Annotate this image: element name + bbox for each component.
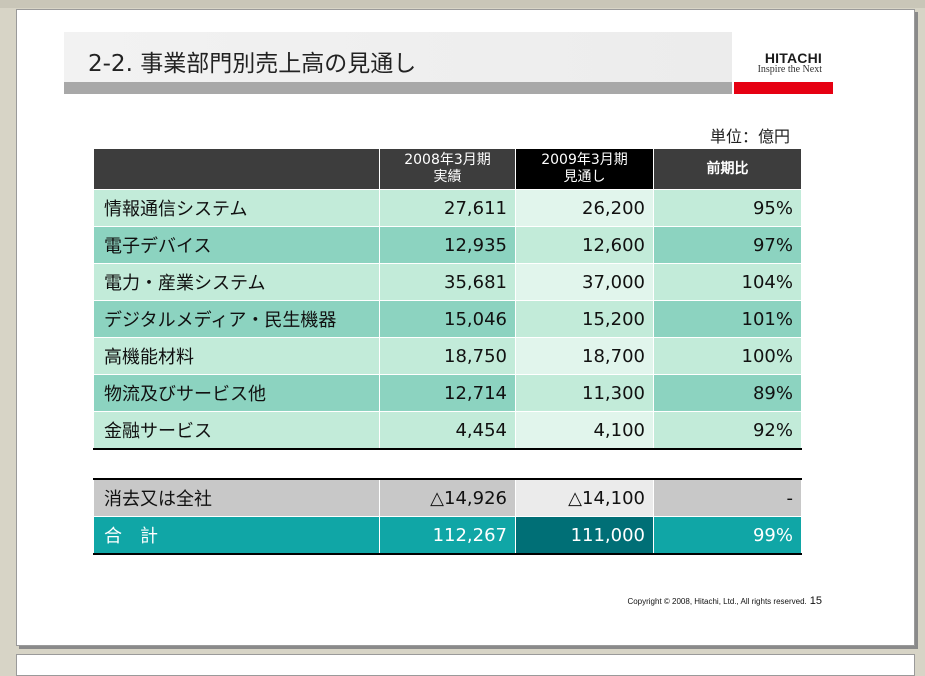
copyright-text: Copyright © 2008, Hitachi, Ltd., All rig… xyxy=(627,597,807,606)
logo-tagline: Inspire the Next xyxy=(757,64,822,75)
actual-value: 15,046 xyxy=(379,300,516,338)
table-row: 高機能材料 18,750 18,700 100% xyxy=(93,337,802,375)
forecast-value: 15,200 xyxy=(515,300,654,338)
forecast-value: 18,700 xyxy=(515,337,654,375)
page-number: 15 xyxy=(809,595,822,607)
elimination-actual: △14,926 xyxy=(379,478,516,517)
segment-name: 電子デバイス xyxy=(93,226,380,264)
segment-name: デジタルメディア・民生機器 xyxy=(93,300,380,338)
yoy-value: 95% xyxy=(653,189,802,227)
total-forecast: 111,000 xyxy=(515,516,654,555)
total-row: 合 計 112,267 111,000 99% xyxy=(93,516,802,555)
segment-name: 高機能材料 xyxy=(93,337,380,375)
header-forecast-label: 見通し xyxy=(563,169,606,185)
header-actual-label: 実績 xyxy=(433,169,462,185)
sales-table: 2008年3月期 実績 2009年3月期 見通し 前期比 情報通信システム 27… xyxy=(93,148,802,450)
forecast-value: 4,100 xyxy=(515,411,654,450)
header-actual: 2008年3月期 実績 xyxy=(379,148,516,190)
total-name: 合 計 xyxy=(93,516,380,555)
table-header-row: 2008年3月期 実績 2009年3月期 見通し 前期比 xyxy=(93,148,802,190)
segment-name: 物流及びサービス他 xyxy=(93,374,380,412)
header-actual-period: 2008年3月期 xyxy=(404,152,491,168)
elimination-yoy: - xyxy=(653,478,802,517)
header-empty-cell xyxy=(93,148,380,190)
yoy-value: 89% xyxy=(653,374,802,412)
hitachi-logo: HITACHI xyxy=(764,50,822,66)
copyright-footer: Copyright © 2008, Hitachi, Ltd., All rig… xyxy=(560,595,822,607)
yoy-value: 104% xyxy=(653,263,802,301)
yoy-value: 101% xyxy=(653,300,802,338)
actual-value: 18,750 xyxy=(379,337,516,375)
elimination-forecast: △14,100 xyxy=(515,478,654,517)
header-forecast: 2009年3月期 見通し xyxy=(515,148,654,190)
table-row: 電子デバイス 12,935 12,600 97% xyxy=(93,226,802,264)
header-forecast-period: 2009年3月期 xyxy=(541,152,628,168)
elimination-row: 消去又は全社 △14,926 △14,100 - xyxy=(93,478,802,517)
total-yoy: 99% xyxy=(653,516,802,555)
table-row: 情報通信システム 27,611 26,200 95% xyxy=(93,189,802,227)
forecast-value: 12,600 xyxy=(515,226,654,264)
actual-value: 35,681 xyxy=(379,263,516,301)
yoy-value: 100% xyxy=(653,337,802,375)
table-row: 電力・産業システム 35,681 37,000 104% xyxy=(93,263,802,301)
forecast-value: 37,000 xyxy=(515,263,654,301)
table-row: 金融サービス 4,454 4,100 92% xyxy=(93,411,802,450)
yoy-value: 97% xyxy=(653,226,802,264)
title-background xyxy=(64,32,732,90)
actual-value: 12,714 xyxy=(379,374,516,412)
viewer-top-strip xyxy=(0,0,925,8)
summary-table: 消去又は全社 △14,926 △14,100 - 合 計 112,267 111… xyxy=(93,478,802,555)
yoy-value: 92% xyxy=(653,411,802,450)
actual-value: 12,935 xyxy=(379,226,516,264)
elimination-name: 消去又は全社 xyxy=(93,478,380,517)
segment-name: 情報通信システム xyxy=(93,189,380,227)
title-underline-red xyxy=(734,82,833,94)
total-actual: 112,267 xyxy=(379,516,516,555)
header-yoy: 前期比 xyxy=(653,148,802,190)
segment-name: 金融サービス xyxy=(93,411,380,450)
table-row: デジタルメディア・民生機器 15,046 15,200 101% xyxy=(93,300,802,338)
next-slide-edge xyxy=(16,654,915,676)
slide-title: 2-2. 事業部門別売上高の見通し xyxy=(88,51,417,77)
forecast-value: 26,200 xyxy=(515,189,654,227)
forecast-value: 11,300 xyxy=(515,374,654,412)
actual-value: 4,454 xyxy=(379,411,516,450)
title-underline-gray xyxy=(64,82,732,94)
unit-label: 単位：億円 xyxy=(709,127,790,146)
actual-value: 27,611 xyxy=(379,189,516,227)
segment-name: 電力・産業システム xyxy=(93,263,380,301)
table-row: 物流及びサービス他 12,714 11,300 89% xyxy=(93,374,802,412)
